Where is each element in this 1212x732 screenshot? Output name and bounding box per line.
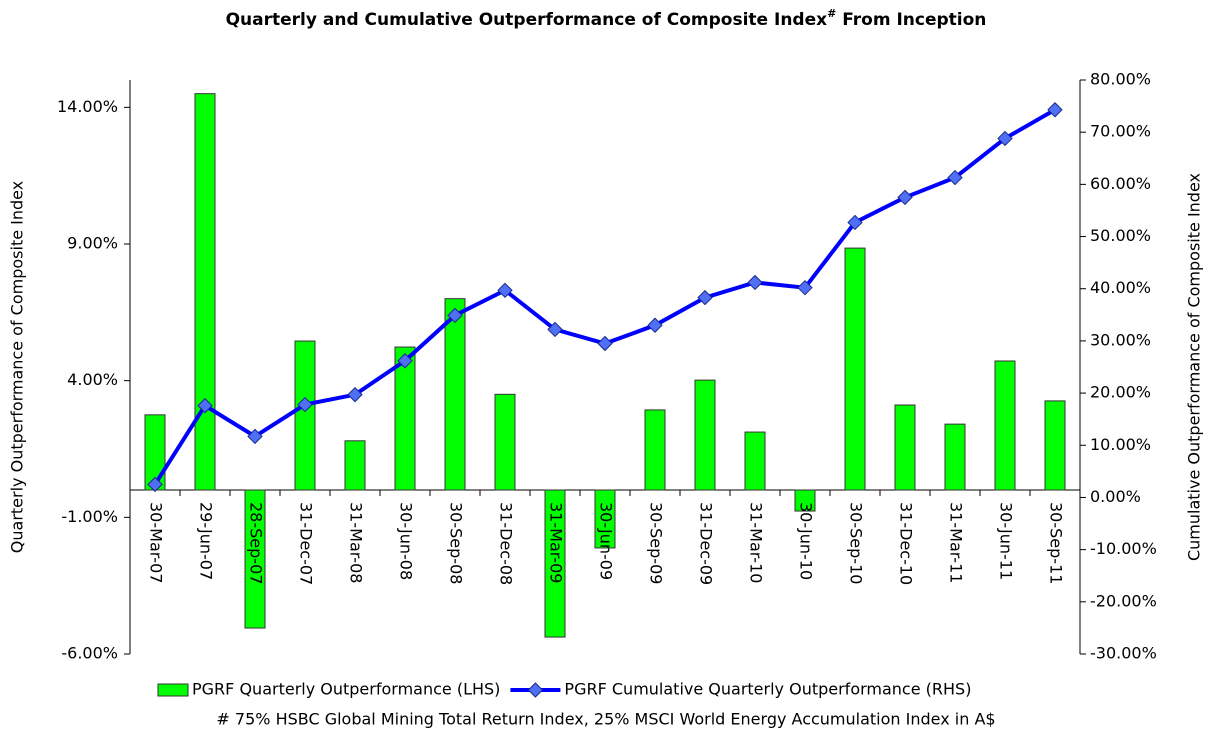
chart-title: Quarterly and Cumulative Outperformance … (226, 7, 987, 30)
x-tick-label: 30-Jun-10 (797, 502, 816, 580)
bar (444, 298, 466, 491)
marker (597, 335, 613, 352)
marker (897, 189, 913, 206)
x-tick-label: 28-Sep-07 (247, 502, 266, 584)
y2-tick-label: 60.00% (1090, 174, 1151, 193)
y2-tick-label: -10.00% (1090, 539, 1157, 558)
marker (847, 214, 863, 231)
y2-tick-label: 0.00% (1090, 487, 1141, 506)
legend-label: PGRF Cumulative Quarterly Outperformance… (564, 680, 971, 699)
x-tick-label: 31-Mar-10 (747, 502, 766, 583)
marker (747, 274, 763, 291)
y2-tick-label: 80.00% (1090, 70, 1151, 89)
bar (244, 489, 266, 629)
y-tick-label: 9.00% (67, 234, 118, 253)
title-end: From Inception (836, 10, 986, 30)
y-axis-title: Quarterly Outperformance of Composite In… (8, 181, 27, 553)
marker (247, 428, 263, 445)
legend-label: PGRF Quarterly Outperformance (LHS) (192, 680, 500, 699)
y2-axis-title: Cumulative Outperformance of Composite I… (1185, 173, 1204, 561)
line (153, 108, 1056, 486)
bar (594, 489, 616, 549)
y-tick-label: -1.00% (61, 507, 118, 526)
bar (644, 409, 666, 491)
marker (347, 386, 363, 403)
x-tick-label: 31-Dec-07 (297, 502, 316, 585)
bar (794, 489, 816, 512)
marker (197, 397, 213, 414)
bar (894, 404, 916, 491)
y2-tick-label: -20.00% (1090, 591, 1157, 610)
y-tick-label: -6.00% (61, 644, 118, 663)
bar (694, 379, 716, 491)
y-tick-label: 14.00% (57, 97, 118, 116)
x-tick-label: 31-Mar-11 (947, 502, 966, 583)
bar (194, 93, 216, 491)
marker (297, 396, 313, 413)
title-main: Quarterly and Cumulative Outperformance … (226, 10, 828, 30)
x-tick-label: 30-Sep-09 (647, 502, 666, 584)
bar (344, 440, 366, 491)
x-tick-label: 31-Mar-09 (547, 502, 566, 583)
marker (147, 476, 163, 493)
x-tick-label: 30-Sep-08 (447, 502, 466, 584)
x-tick-label: 31-Dec-10 (897, 502, 916, 585)
x-tick-label: 31-Mar-08 (347, 502, 366, 583)
legend-marker (527, 682, 544, 698)
x-tick-label: 29-Jun-07 (197, 502, 216, 580)
marker (947, 169, 963, 186)
y2-tick-label: 40.00% (1090, 278, 1151, 297)
bar (944, 423, 966, 491)
marker (647, 317, 663, 333)
y2-tick-label: 20.00% (1090, 383, 1151, 402)
marker (1047, 102, 1063, 118)
x-tick-label: 30-Jun-11 (997, 502, 1016, 580)
bar (844, 247, 866, 491)
marker (697, 289, 713, 306)
bar (294, 340, 316, 491)
x-tick-label: 31-Dec-09 (697, 502, 716, 585)
marker (997, 130, 1013, 147)
marker (397, 353, 413, 369)
y2-tick-label: -30.00% (1090, 644, 1157, 663)
title-marker: # (827, 7, 836, 20)
marker (497, 282, 513, 299)
y2-tick-label: 70.00% (1090, 122, 1151, 141)
x-tick-label: 30-Jun-09 (597, 502, 616, 580)
footnote: # 75% HSBC Global Mining Total Return In… (216, 710, 995, 729)
bar (744, 431, 766, 491)
x-tick-label: 30-Jun-08 (397, 502, 416, 580)
y2-tick-label: 10.00% (1090, 435, 1151, 454)
bar (994, 360, 1016, 491)
x-tick-label: 30-Mar-07 (147, 502, 166, 583)
y-tick-label: 4.00% (67, 370, 118, 389)
y2-tick-label: 30.00% (1090, 330, 1151, 349)
bar (494, 393, 516, 491)
x-tick-label: 30-Sep-10 (847, 502, 866, 584)
marker (547, 321, 563, 338)
x-tick-label: 31-Dec-08 (497, 502, 516, 585)
marker (797, 279, 813, 296)
y2-tick-label: 50.00% (1090, 226, 1151, 245)
marker (447, 307, 463, 324)
legend-swatch (157, 683, 189, 697)
bar (394, 346, 416, 491)
bar (544, 489, 566, 638)
bar (1044, 400, 1066, 491)
x-tick-label: 30-Sep-11 (1047, 502, 1066, 584)
